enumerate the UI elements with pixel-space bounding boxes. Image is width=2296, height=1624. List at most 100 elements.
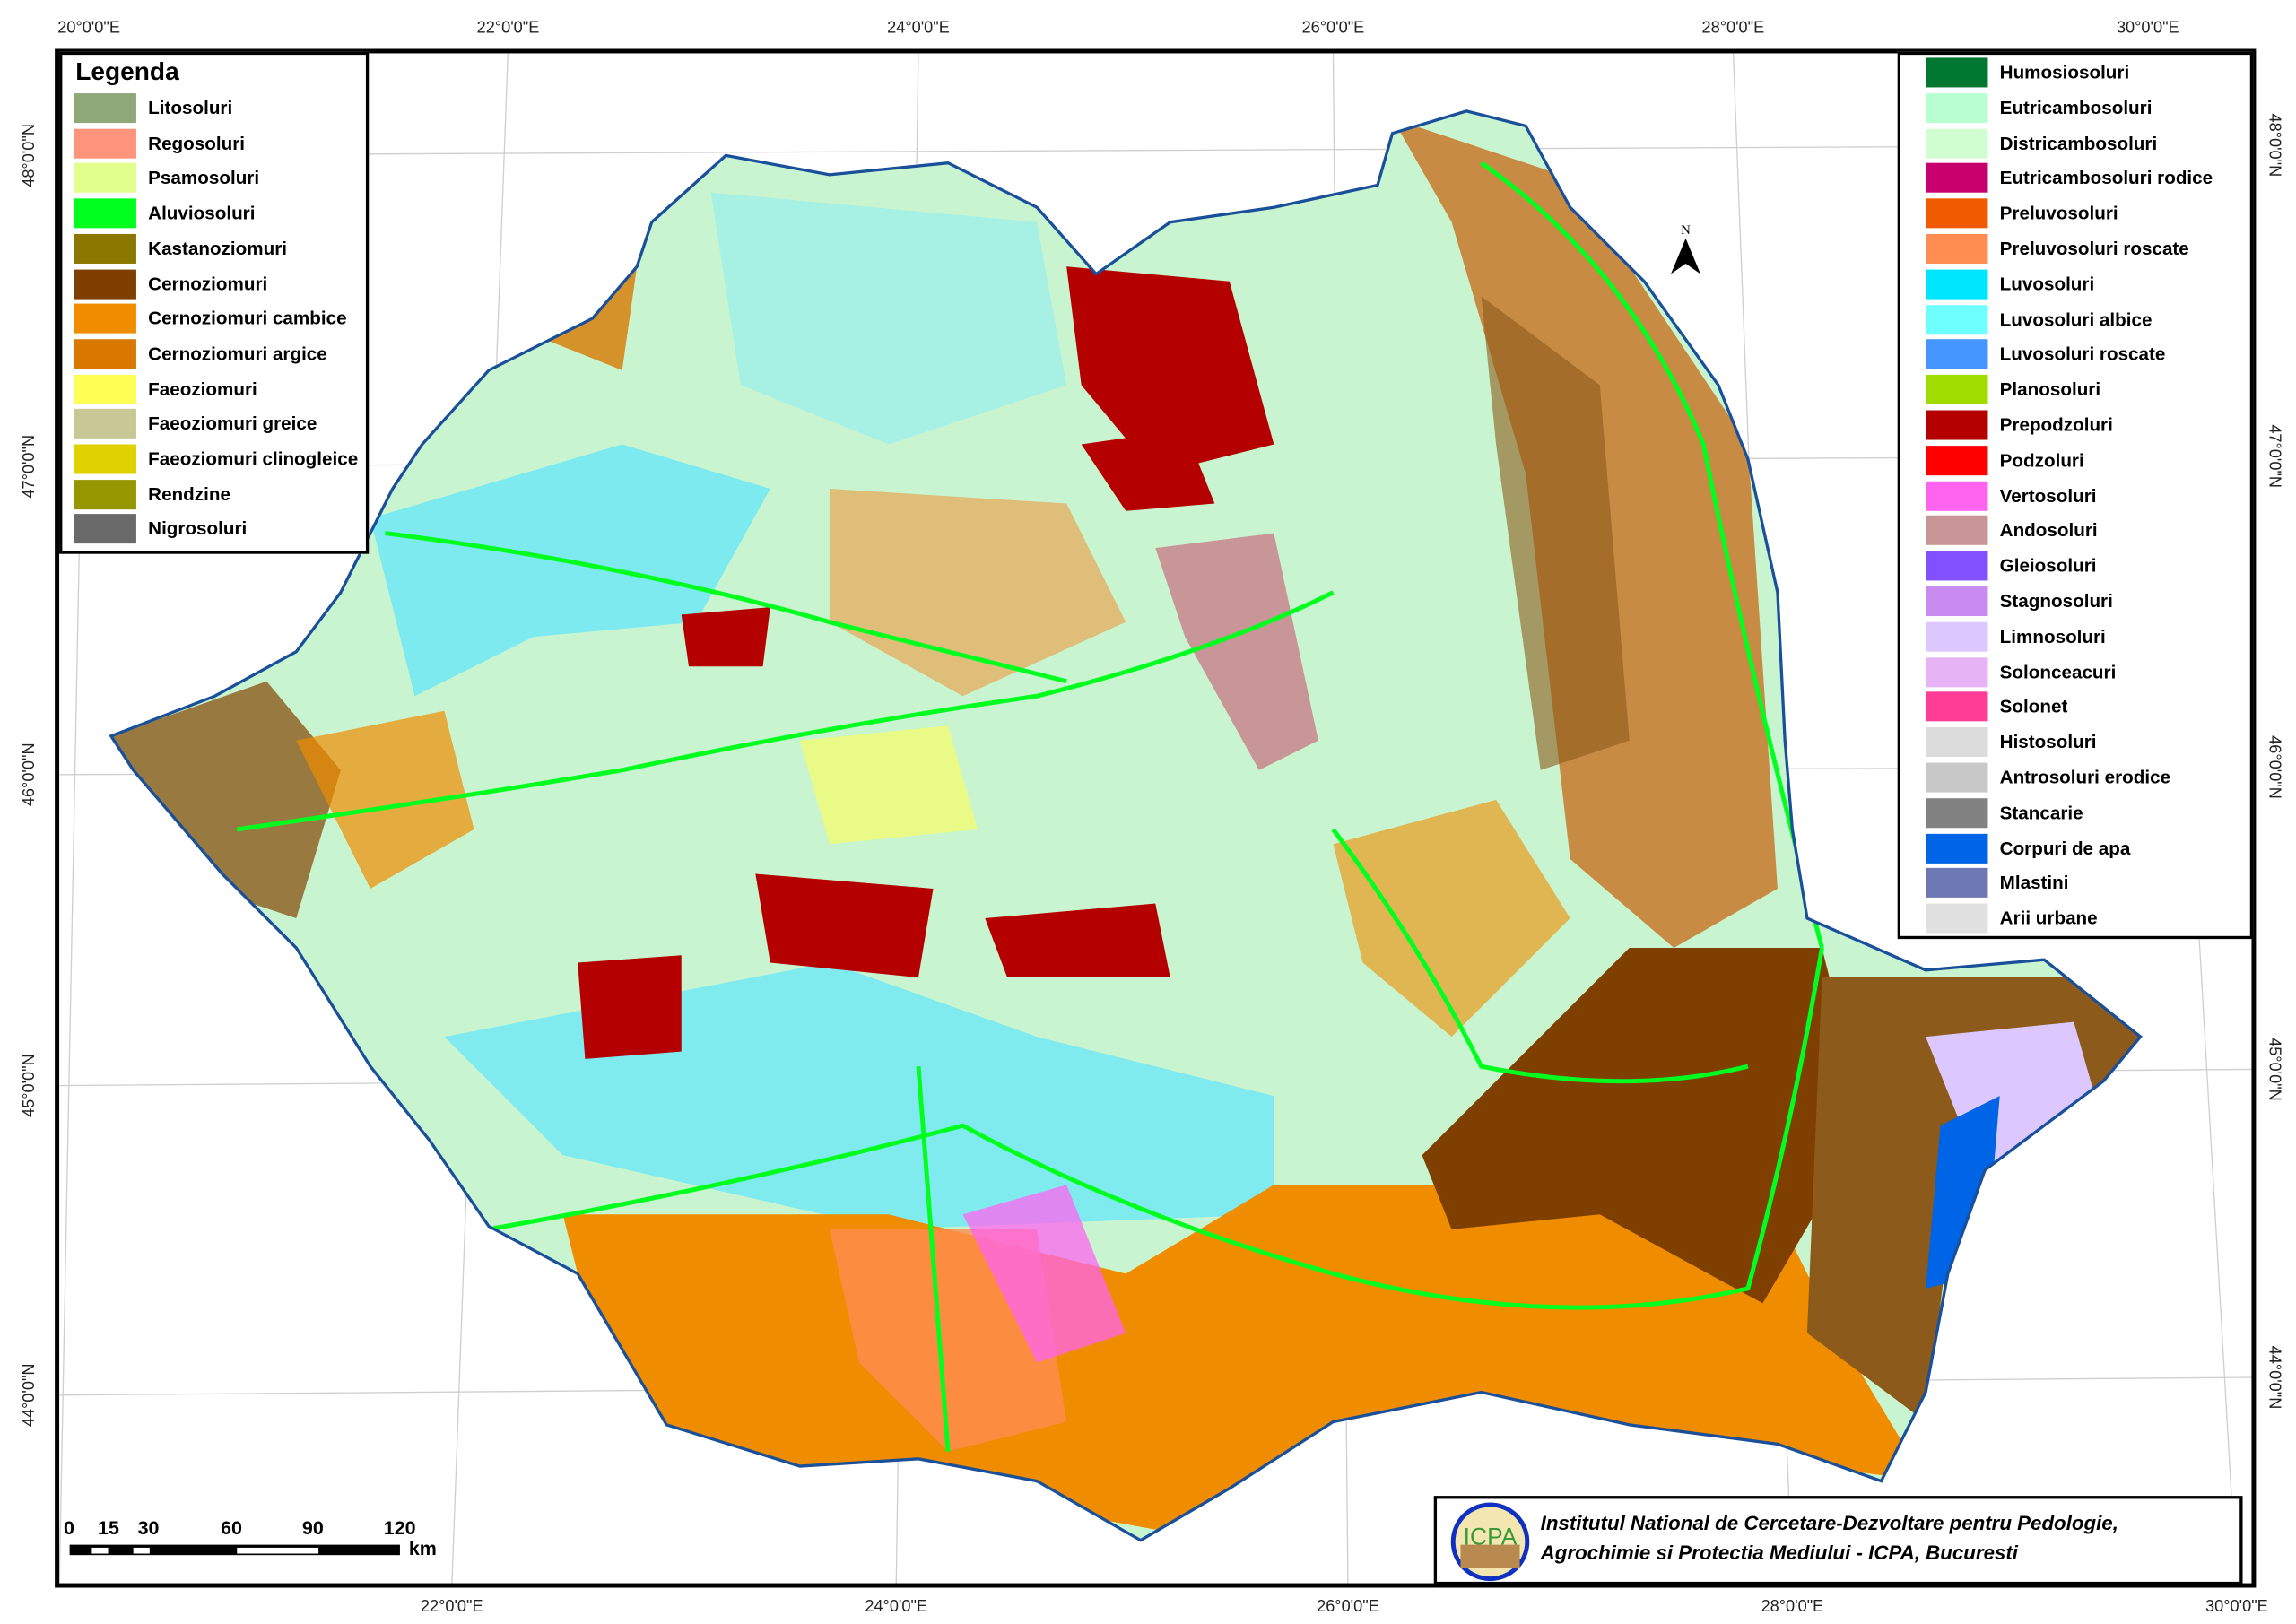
legend-swatch	[1926, 586, 1988, 617]
legend-label: Planosoluri	[1999, 379, 2101, 401]
legend-swatch	[74, 409, 136, 439]
legend-swatch	[74, 514, 136, 544]
legend-item: Solonceacuri	[1926, 656, 2116, 687]
institution-line2: Agrochimie si Protectia Mediului - ICPA,…	[1540, 1541, 2018, 1565]
legend-label: Preluvosoluri roscate	[1999, 238, 2189, 260]
legend-item: Psamosoluri	[74, 163, 259, 194]
legend-label: Eutricambosoluri	[1999, 97, 2152, 118]
graticule-label: 47°0'0"N	[2265, 424, 2283, 489]
legend-label: Solonet	[1999, 696, 2068, 718]
graticule-label: 47°0'0"N	[21, 434, 39, 499]
legend-item: Gleiosoluri	[1926, 551, 2097, 581]
legend-item: Mlastini	[1926, 868, 2069, 899]
legend-swatch	[1926, 903, 1988, 934]
rivers	[236, 161, 1824, 1452]
graticule-label: 48°0'0"N	[2265, 113, 2283, 178]
legend-item: Prepodzoluri	[1926, 410, 2113, 440]
legend-item: Planosoluri	[1926, 375, 2101, 405]
north-arrow: N	[1669, 222, 1701, 283]
legend-swatch	[1926, 516, 1988, 546]
legend-item: Stancarie	[1926, 797, 2083, 828]
legend-item: Aluviosoluri	[74, 198, 255, 229]
legend-label: Stagnosoluri	[1999, 590, 2113, 612]
legend-item: Eutricambosoluri rodice	[1926, 163, 2213, 194]
scale-tick-label: 15	[98, 1516, 119, 1540]
graticule-label: 44°0'0"N	[21, 1363, 39, 1428]
legend-swatch	[1926, 269, 1988, 300]
legend-swatch	[74, 93, 136, 124]
graticule-label: 45°0'0"N	[21, 1054, 39, 1117]
legend-swatch	[1926, 375, 1988, 405]
legend-item: Preluvosoluri	[1926, 198, 2118, 229]
legend-item: Nigrosoluri	[74, 514, 248, 544]
legend-label: Antrosoluri erodice	[1999, 767, 2171, 788]
legend-swatch	[74, 268, 136, 299]
legend-label: Faeoziomuri	[148, 378, 257, 400]
legend-left: Legenda Litosoluri Regosoluri Psamosoluri A…	[59, 51, 370, 554]
scale-unit: km	[408, 1537, 437, 1560]
legend-swatch	[1926, 691, 1988, 722]
graticule-label: 46°0'0"N	[2265, 735, 2283, 799]
legend-label: Arii urbane	[1999, 908, 2098, 929]
legend-label: Litosoluri	[148, 98, 233, 119]
legend-swatch	[1926, 198, 1988, 229]
graticule-label: 45°0'0"N	[2265, 1038, 2283, 1101]
scale-bar-graphic	[69, 1544, 400, 1556]
legend-right: Humosiosoluri Eutricambosoluri Districambo…	[1897, 51, 2254, 940]
legend-swatch	[74, 444, 136, 474]
legend-label: Preluvosoluri	[1999, 203, 2118, 224]
legend-label: Luvosoluri	[1999, 274, 2095, 295]
legend-swatch	[74, 303, 136, 334]
legend-item: Faeoziomuri	[74, 374, 257, 404]
legend-swatch	[74, 128, 136, 159]
north-arrow-icon	[1671, 238, 1701, 274]
legend-swatch	[1926, 445, 1988, 475]
legend-label: Corpuri de apa	[1999, 838, 2131, 859]
legend-swatch	[1926, 762, 1988, 793]
institution-box: ICPA Institutul National de Cercetare-De…	[1433, 1496, 2243, 1585]
legend-item: Faeoziomuri clinogleice	[74, 444, 359, 474]
legend-label: Histosoluri	[1999, 732, 2097, 753]
graticule-label: 22°0'0"E	[476, 19, 540, 38]
scale-tick-label: 120	[383, 1516, 416, 1540]
graticule-label: 28°0'0"E	[1701, 19, 1765, 38]
legend-swatch	[1926, 410, 1988, 440]
graticule-label: 46°0'0"N	[21, 743, 39, 807]
legend-item: Corpuri de apa	[1926, 833, 2131, 864]
legend-item: Preluvosoluri roscate	[1926, 233, 2189, 264]
legend-label: Nigrosoluri	[148, 518, 248, 540]
scale-tick-label: 90	[301, 1516, 324, 1540]
graticule-label: 24°0'0"E	[865, 1598, 928, 1616]
legend-label: Andosoluri	[1999, 520, 2098, 542]
legend-label: Luvosoluri roscate	[1999, 343, 2166, 365]
north-label: N	[1681, 221, 1691, 238]
legend-label: Mlastini	[1999, 873, 2069, 894]
scale-tick-label: 30	[137, 1516, 160, 1540]
legend-item: Districambosoluri	[1926, 128, 2157, 159]
map-frame	[55, 48, 2257, 1588]
institution-line1: Institutul National de Cercetare-Dezvolt…	[1540, 1512, 2118, 1535]
graticule-label: 48°0'0"N	[21, 124, 39, 187]
legend-item: Cernoziomuri argice	[74, 339, 327, 369]
scale-tick-label: 60	[221, 1516, 242, 1540]
legend-swatch	[1926, 128, 1988, 159]
legend-item: Regosoluri	[74, 128, 245, 159]
legend-label: Vertosoluri	[1999, 485, 2097, 507]
legend-label: Eutricambosoluri rodice	[1999, 168, 2213, 189]
legend-item: Humosiosoluri	[1926, 57, 2129, 88]
legend-item: Faeoziomuri greice	[74, 409, 317, 439]
legend-swatch	[1926, 656, 1988, 687]
legend-swatch	[1926, 304, 1988, 334]
legend-item: Kastanoziomuri	[74, 233, 288, 264]
legend-swatch	[1926, 481, 1988, 511]
legend-swatch	[74, 374, 136, 404]
legend-label: Kastanoziomuri	[148, 238, 288, 259]
graticule-label: 44°0'0"N	[2265, 1345, 2283, 1410]
legend-item: Andosoluri	[1926, 516, 2098, 546]
scale-tick-label: 0	[64, 1516, 74, 1540]
icpa-logo-text: ICPA	[1464, 1524, 1518, 1550]
legend-swatch	[1926, 339, 1988, 369]
legend-item: Arii urbane	[1926, 903, 2098, 934]
legend-swatch	[74, 233, 136, 264]
